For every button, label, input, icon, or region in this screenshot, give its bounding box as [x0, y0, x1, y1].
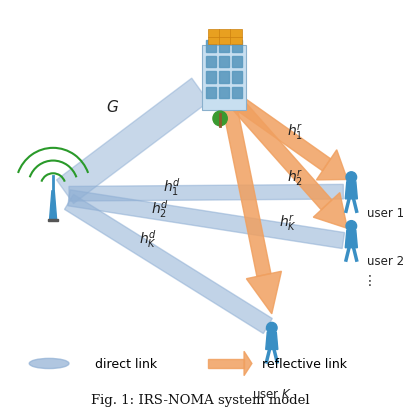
Polygon shape: [56, 79, 209, 204]
Text: $G$: $G$: [106, 99, 119, 115]
Polygon shape: [244, 351, 252, 376]
Polygon shape: [69, 185, 344, 202]
Bar: [219, 41, 229, 52]
Text: $h_1^d$: $h_1^d$: [163, 175, 181, 197]
Text: reflective link: reflective link: [262, 357, 347, 370]
Polygon shape: [65, 195, 272, 334]
Polygon shape: [345, 231, 357, 248]
Text: Fig. 1: IRS-NOMA system model: Fig. 1: IRS-NOMA system model: [91, 393, 309, 406]
Bar: [219, 56, 229, 68]
Ellipse shape: [29, 359, 69, 369]
Polygon shape: [345, 182, 357, 199]
Polygon shape: [316, 151, 347, 180]
Bar: [206, 88, 216, 99]
Polygon shape: [246, 272, 281, 314]
Text: user 1: user 1: [367, 206, 404, 219]
Text: $h_K^d$: $h_K^d$: [140, 228, 157, 250]
Polygon shape: [313, 193, 347, 229]
Text: $\vdots$: $\vdots$: [363, 272, 372, 287]
Text: direct link: direct link: [95, 357, 157, 370]
Text: user 2: user 2: [367, 255, 404, 268]
Bar: [232, 56, 242, 68]
Polygon shape: [266, 333, 278, 350]
Bar: [232, 72, 242, 83]
Bar: [232, 88, 242, 99]
Bar: [206, 56, 216, 68]
Circle shape: [267, 323, 277, 333]
Polygon shape: [68, 190, 344, 249]
Bar: [48, 220, 58, 222]
Bar: [208, 30, 242, 45]
Text: user $K$: user $K$: [252, 387, 292, 400]
Polygon shape: [208, 359, 244, 369]
Bar: [219, 72, 229, 83]
Text: $h_2^d$: $h_2^d$: [151, 198, 169, 219]
Bar: [219, 88, 229, 99]
Bar: [206, 41, 216, 52]
Polygon shape: [221, 97, 271, 277]
Bar: [206, 72, 216, 83]
Bar: [232, 41, 242, 52]
Polygon shape: [227, 94, 332, 210]
Text: $h_1^r$: $h_1^r$: [288, 121, 304, 141]
Bar: [202, 46, 246, 111]
Circle shape: [346, 172, 357, 183]
Circle shape: [213, 112, 227, 126]
Polygon shape: [228, 93, 331, 171]
Text: $h_K^r$: $h_K^r$: [279, 213, 297, 233]
Text: $h_2^r$: $h_2^r$: [288, 168, 304, 188]
Circle shape: [346, 221, 357, 232]
Polygon shape: [49, 191, 57, 220]
